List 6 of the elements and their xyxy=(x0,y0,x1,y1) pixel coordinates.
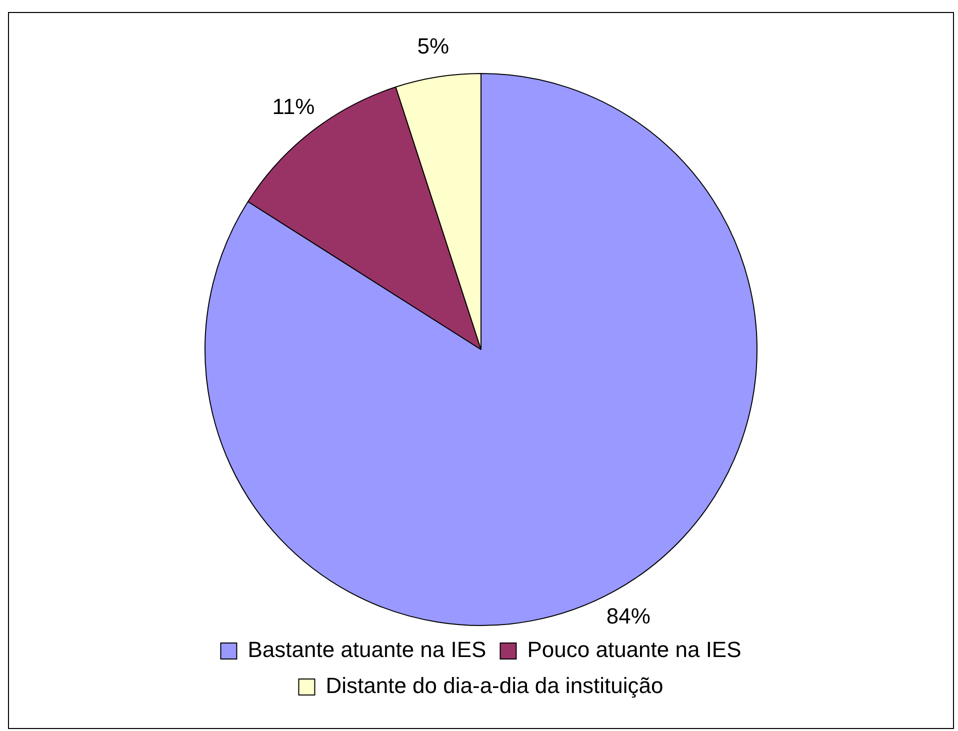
legend-label: Pouco atuante na IES xyxy=(527,637,742,662)
legend-label: Bastante atuante na IES xyxy=(248,637,486,662)
legend-label: Distante do dia-a-dia da instituição xyxy=(326,673,664,698)
data-label: 84% xyxy=(606,604,650,629)
data-label: 11% xyxy=(272,94,315,119)
data-label: 5% xyxy=(417,33,450,58)
